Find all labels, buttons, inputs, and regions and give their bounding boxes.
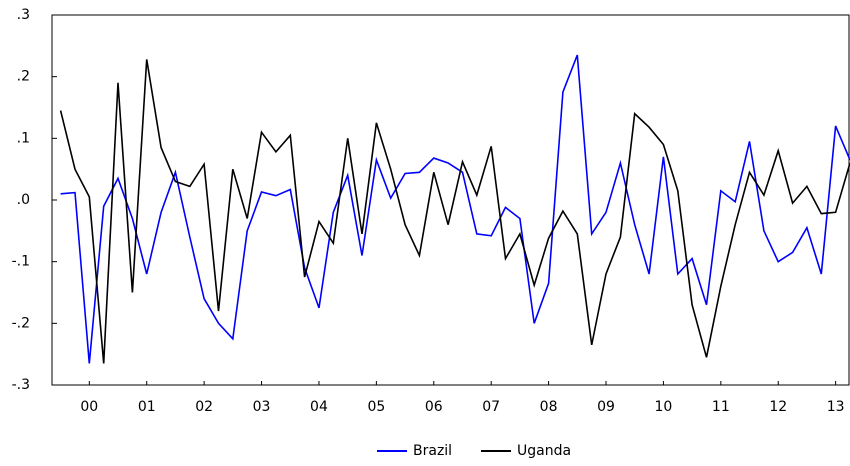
y-tick-label: -.1: [12, 254, 30, 270]
y-tick-label: -.3: [12, 377, 30, 393]
x-tick-label: 01: [138, 399, 156, 415]
plot-frame: [51, 14, 850, 386]
x-tick-label: 05: [367, 399, 385, 415]
y-tick-label: .0: [17, 192, 30, 208]
y-tick-label: .1: [17, 130, 30, 146]
y-tick-label: -.2: [12, 315, 30, 331]
x-tick-label: 00: [80, 399, 98, 415]
x-tick-label: 13: [827, 399, 845, 415]
legend-label: Brazil: [413, 443, 452, 459]
x-tick-label: 12: [769, 399, 787, 415]
legend-label: Uganda: [517, 443, 571, 459]
series-line: [60, 54, 850, 364]
x-tick-label: 03: [253, 399, 271, 415]
x-tick-label: 10: [655, 399, 673, 415]
y-tick-label: .3: [17, 7, 30, 23]
series-line: [59, 59, 850, 364]
x-tick-label: 02: [195, 399, 213, 415]
x-tick-label: 09: [597, 399, 615, 415]
x-tick-label: 07: [482, 399, 500, 415]
x-tick-label: 04: [310, 399, 328, 415]
x-tick-label: 06: [425, 399, 443, 415]
x-tick-label: 08: [540, 399, 558, 415]
x-tick-label: 11: [712, 399, 730, 415]
y-tick-label: .2: [17, 69, 30, 85]
